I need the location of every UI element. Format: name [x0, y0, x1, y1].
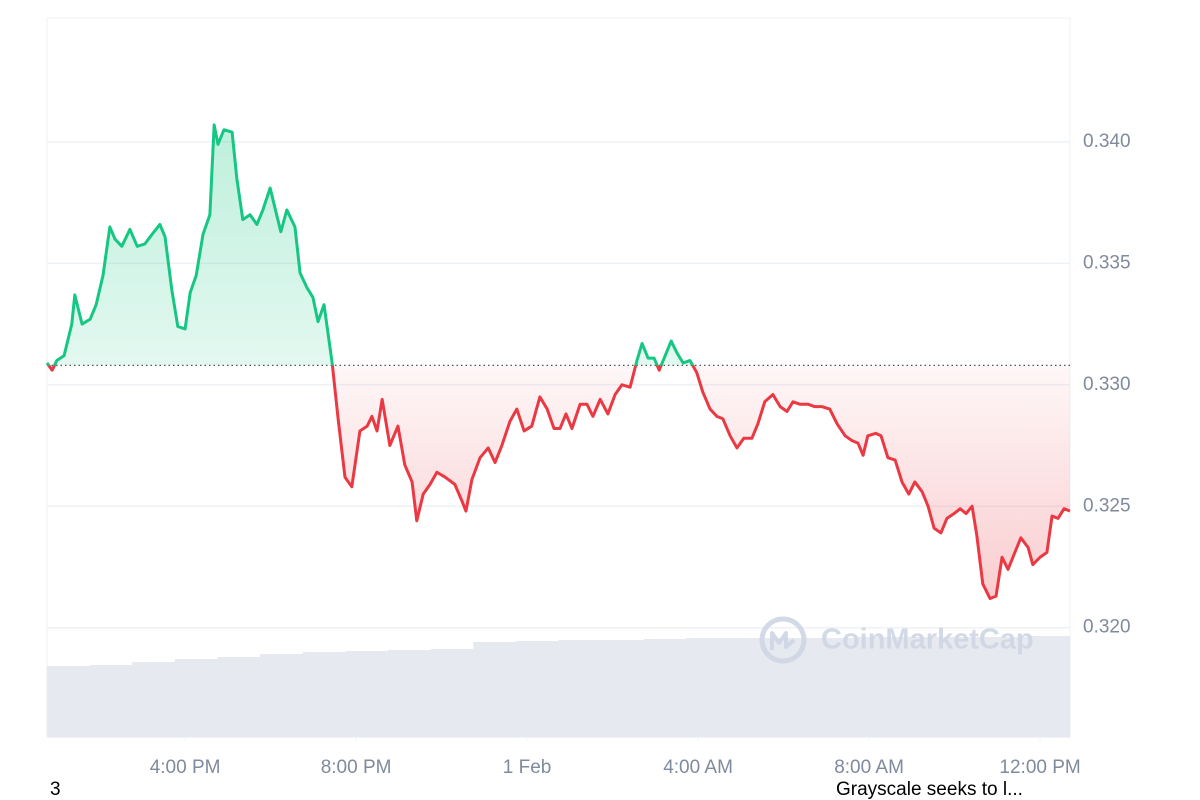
- volume-bar: [686, 638, 730, 737]
- volume-bar: [601, 640, 645, 737]
- volume-bar: [771, 638, 815, 737]
- volume-bar: [814, 638, 858, 737]
- volume-bar: [856, 637, 900, 737]
- volume-bar: [260, 654, 304, 737]
- y-tick-label: 0.340: [1083, 131, 1131, 152]
- watermark-logo: [759, 616, 807, 664]
- x-tick-label: 8:00 PM: [321, 757, 392, 778]
- footer-left: 3: [50, 779, 61, 800]
- footer-right: Grayscale seeks to l...: [836, 779, 1023, 800]
- volume-bar: [388, 650, 432, 737]
- watermark-logo-mark: [770, 631, 796, 650]
- y-tick-label: 0.325: [1083, 495, 1131, 516]
- volume-bar: [132, 662, 176, 737]
- volume-bar: [473, 642, 517, 737]
- volume-bar: [984, 637, 1028, 737]
- watermark-text: CoinMarketCap: [821, 624, 1034, 656]
- price-line: [45, 123, 1071, 601]
- volume-bar: [47, 666, 91, 737]
- volume-bar: [217, 657, 261, 737]
- volume-bar: [345, 651, 389, 737]
- volume-bar: [1027, 636, 1071, 737]
- y-tick-label: 0.330: [1083, 374, 1131, 395]
- volume-bar: [643, 639, 687, 737]
- x-tick-label: 8:00 AM: [834, 757, 904, 778]
- volume-bar: [174, 659, 218, 737]
- volume-bar: [942, 637, 986, 737]
- x-tick-label: 12:00 PM: [999, 757, 1080, 778]
- x-tick-label: 4:00 AM: [663, 757, 733, 778]
- volume-bar: [89, 665, 133, 737]
- volume-bar: [515, 641, 559, 737]
- y-tick-label: 0.335: [1083, 252, 1131, 273]
- watermark: CoinMarketCap: [759, 616, 1034, 664]
- y-tick-label: 0.320: [1083, 617, 1131, 638]
- volume-bar: [430, 649, 474, 737]
- volume-bar: [558, 640, 602, 737]
- price-area: [47, 124, 1070, 599]
- volume-bar: [899, 637, 943, 737]
- x-tick-label: 1 Feb: [503, 757, 552, 778]
- x-tick-label: 4:00 PM: [150, 757, 221, 778]
- volume-bar: [302, 652, 346, 737]
